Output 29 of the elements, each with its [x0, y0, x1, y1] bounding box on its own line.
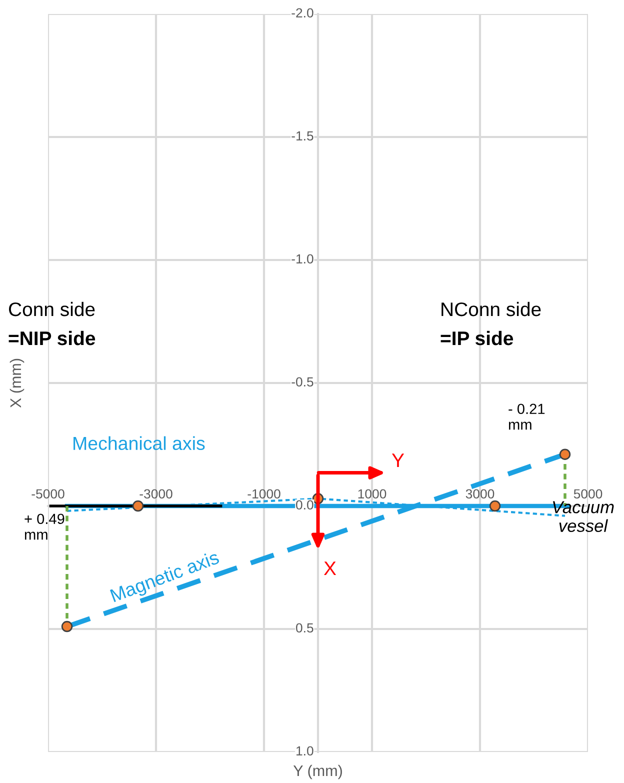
x-tick-label: 5000 [574, 489, 602, 499]
y-tick-label: -1.0 [292, 254, 314, 264]
point [132, 500, 144, 512]
y-tick-label: -1.5 [292, 131, 314, 141]
x-tick-label: -5000 [32, 489, 64, 499]
point [489, 500, 501, 512]
y-tick-label: 0.5 [296, 623, 314, 633]
y-tick-label: -2.0 [292, 8, 314, 18]
text: Mechanical axis [74, 436, 205, 450]
x-tick-label: -1000 [248, 489, 280, 499]
y-tick-label: 1.0 [296, 746, 314, 756]
annotation: X [324, 562, 336, 576]
annotation: Y [392, 454, 404, 468]
annotation: NConn side [442, 302, 541, 316]
x-tick-label: 3000 [466, 489, 494, 499]
x-tick-label: 1000 [358, 489, 386, 499]
x-axis-title: Y (mm) [293, 764, 342, 780]
y-tick-label: -0.5 [292, 377, 314, 387]
annotation: =IP side [440, 330, 514, 346]
annotation: Vacuum vessel [552, 501, 614, 532]
annotation: - 0.21 mm [508, 404, 545, 430]
point [559, 448, 571, 460]
point [61, 620, 73, 632]
x-tick-label: -3000 [140, 489, 172, 499]
annotation: =NIP side [8, 330, 96, 346]
y-axis-title: X (mm) [10, 358, 24, 408]
annotation: + 0.49 mm [24, 514, 64, 540]
annotation: Conn side [8, 302, 95, 316]
y-tick-label: 0.0 [296, 500, 314, 510]
